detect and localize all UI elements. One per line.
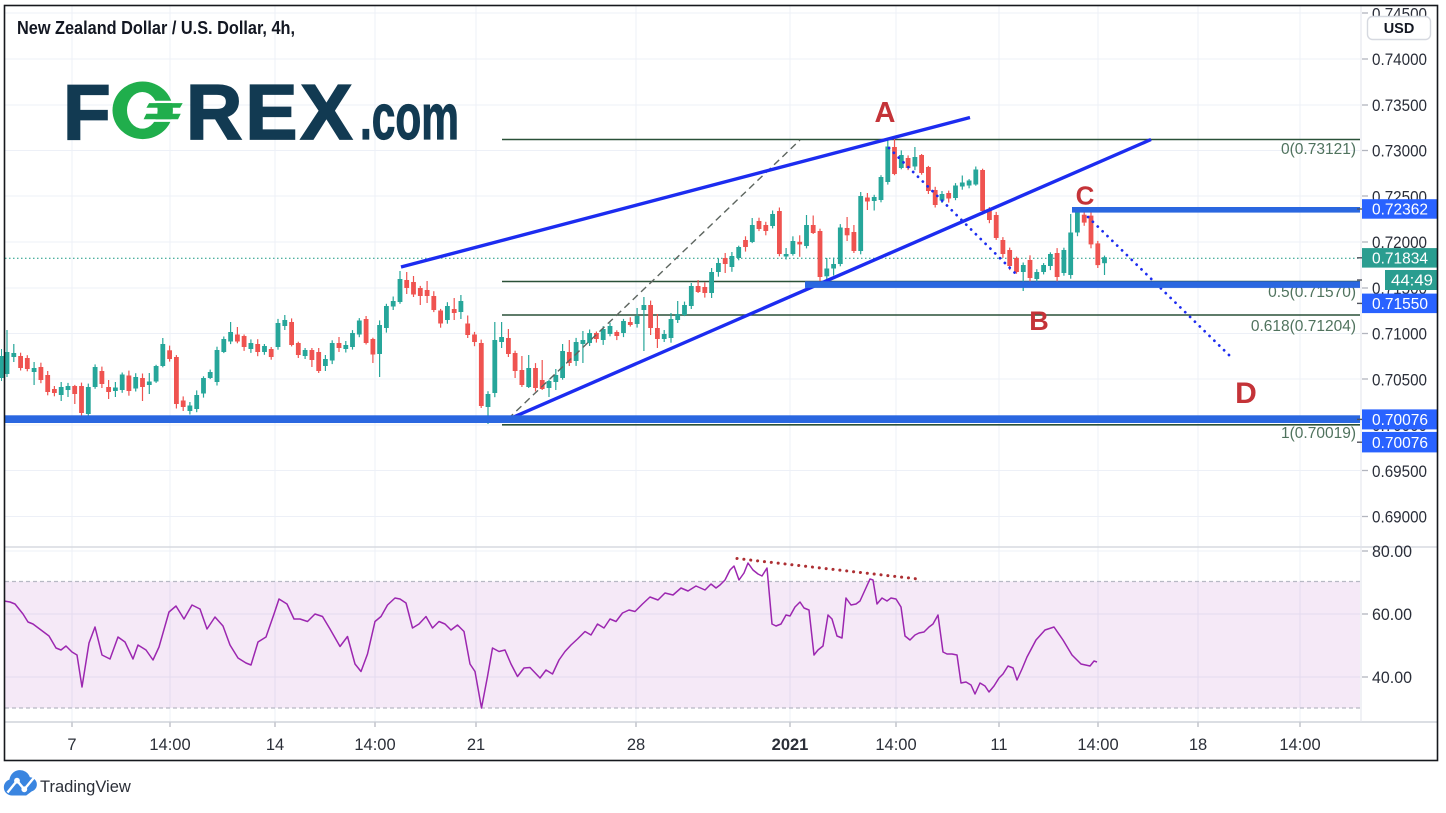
svg-text:0.5(0.71570): 0.5(0.71570) [1268, 284, 1356, 301]
svg-text:14:00: 14:00 [1279, 736, 1320, 754]
svg-text:0.71834: 0.71834 [1372, 250, 1428, 267]
svg-text:21: 21 [467, 736, 485, 754]
svg-text:14:00: 14:00 [875, 736, 916, 754]
svg-text:44:49: 44:49 [1391, 273, 1433, 290]
svg-text:0.70076: 0.70076 [1372, 412, 1428, 429]
svg-text:New Zealand Dollar / U.S. Doll: New Zealand Dollar / U.S. Dollar, 4h, [17, 18, 295, 38]
svg-text:0.73000: 0.73000 [1372, 142, 1427, 161]
svg-text:D: D [1235, 377, 1257, 410]
svg-text:11: 11 [990, 736, 1007, 754]
svg-text:80.00: 80.00 [1372, 542, 1412, 561]
svg-text:0.69500: 0.69500 [1372, 462, 1427, 481]
svg-text:A: A [875, 97, 896, 129]
svg-text:TradingView: TradingView [40, 778, 131, 796]
svg-text:USD: USD [1384, 21, 1415, 37]
svg-text:0.70500: 0.70500 [1372, 370, 1427, 389]
svg-text:14: 14 [266, 736, 284, 754]
svg-text:0.74000: 0.74000 [1372, 50, 1427, 69]
svg-text:0.73500: 0.73500 [1372, 96, 1427, 115]
svg-text:0.69000: 0.69000 [1372, 508, 1427, 527]
svg-text:1(0.70019): 1(0.70019) [1281, 425, 1356, 442]
svg-text:0.72000: 0.72000 [1372, 233, 1427, 252]
svg-text:14:00: 14:00 [354, 736, 395, 754]
svg-text:18: 18 [1189, 736, 1207, 754]
svg-text:2021: 2021 [772, 736, 809, 754]
svg-text:14:00: 14:00 [1077, 736, 1118, 754]
svg-text:14:00: 14:00 [149, 736, 190, 754]
svg-text:60.00: 60.00 [1372, 605, 1412, 624]
svg-text:0.71000: 0.71000 [1372, 325, 1427, 344]
svg-text:F: F [63, 68, 111, 156]
svg-text:C: C [1076, 181, 1095, 211]
svg-text:REX: REX [186, 68, 355, 156]
svg-text:0(0.73121): 0(0.73121) [1281, 141, 1356, 158]
svg-text:28: 28 [627, 736, 645, 754]
svg-text:0.70076: 0.70076 [1372, 435, 1428, 452]
svg-text:B: B [1029, 306, 1049, 336]
svg-text:0.72362: 0.72362 [1372, 202, 1428, 219]
svg-text:40.00: 40.00 [1372, 668, 1412, 687]
svg-text:7: 7 [67, 736, 76, 754]
svg-text:.com: .com [360, 81, 459, 153]
svg-text:0.618(0.71204): 0.618(0.71204) [1251, 318, 1356, 335]
svg-text:0.71550: 0.71550 [1372, 296, 1428, 313]
